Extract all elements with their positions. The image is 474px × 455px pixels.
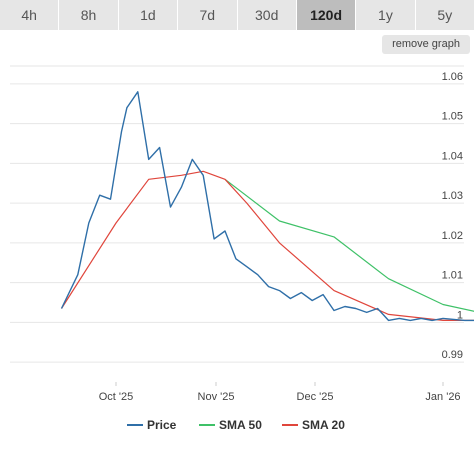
tab-7d[interactable]: 7d <box>178 0 238 30</box>
y-tick-label: 0.99 <box>442 349 463 361</box>
x-tick-label: Nov '25 <box>198 391 235 403</box>
x-tick-label: Dec '25 <box>297 391 334 403</box>
legend-price-label: Price <box>147 418 177 432</box>
y-tick-label: 1.05 <box>442 111 463 123</box>
price-line <box>60 91 474 322</box>
y-tick-label: 1.01 <box>442 270 463 282</box>
y-tick-label: 1.03 <box>442 190 463 202</box>
tab-4h[interactable]: 4h <box>0 0 60 30</box>
tab-30d[interactable]: 30d <box>237 0 297 30</box>
x-tick-label: Jan '26 <box>425 391 460 403</box>
tab-8h[interactable]: 8h <box>59 0 119 30</box>
tab-120d[interactable]: 120d <box>296 0 357 30</box>
tab-1y[interactable]: 1y <box>356 0 416 30</box>
remove-graph-button[interactable]: remove graph <box>382 35 470 54</box>
timeframe-tabs: 4h 8h 1d 7d 30d 120d 1y 5y <box>0 0 474 30</box>
y-tick-label: 1.02 <box>442 230 463 242</box>
tab-5y[interactable]: 5y <box>415 0 474 30</box>
y-tick-label: 1.04 <box>442 150 463 162</box>
x-tick-label: Oct '25 <box>99 391 134 403</box>
sma50-line <box>224 178 474 312</box>
tab-1d[interactable]: 1d <box>118 0 179 30</box>
y-tick-label: 1 <box>457 309 463 321</box>
sma20-line <box>60 170 474 321</box>
y-tick-label: 1.06 <box>442 71 463 83</box>
legend-sma20-label: SMA 20 <box>302 418 345 432</box>
legend-sma50-label: SMA 50 <box>219 418 262 432</box>
price-chart: 0.99 1 1.01 1.02 1.03 1.04 1.05 1.06 Oct '25 Nov … <box>10 65 474 432</box>
